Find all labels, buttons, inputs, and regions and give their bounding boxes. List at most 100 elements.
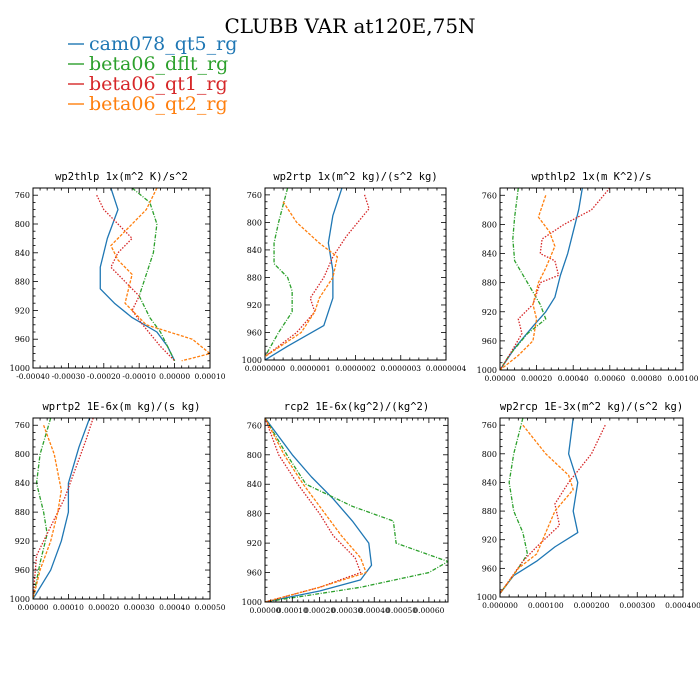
x-tick-label: 0.0000000	[245, 364, 286, 373]
legend-entry: beta06_qt2_rg	[68, 93, 228, 115]
series-line-beta06_dflt_rg	[131, 188, 176, 362]
figure-title: CLUBB VAR at120E,75N	[224, 14, 475, 38]
panel-title: wp2thlp 1x(m^2 K)/s^2	[55, 171, 188, 183]
series-line-beta06_dflt_rg	[500, 418, 529, 594]
x-tick-label: 0.00030	[331, 606, 362, 615]
y-tick-label: 920	[15, 306, 30, 315]
panel: rcp2 1E-6x(kg^2)/(kg^2) 0.000000.00010 0.0…	[242, 401, 449, 615]
y-tick-label: 800	[15, 450, 30, 459]
x-tick-label: 0.00040	[159, 603, 190, 612]
y-tick-label: 840	[482, 250, 497, 259]
x-tick-label: 0.00000	[249, 606, 280, 615]
series-line-cam078_qt5_rg	[33, 418, 91, 599]
legend-label: beta06_qt1_rg	[89, 73, 228, 95]
x-tick-label: 0.000000	[482, 601, 518, 610]
y-tick-label: 760	[247, 421, 262, 430]
y-tick-label: 960	[247, 569, 262, 578]
y-tick-label: 1000	[477, 366, 497, 375]
series-line-beta06_qt1_rg	[265, 194, 370, 358]
legend: cam078_qt5_rgbeta06_dflt_rgbeta06_qt1_rg…	[68, 33, 237, 115]
x-tick-label: 0.0000004	[426, 364, 467, 373]
series-line-beta06_dflt_rg	[265, 188, 293, 357]
series-line-beta06_qt2_rg	[33, 425, 62, 599]
panel: wprtp2 1E-6x(m kg)/(s kg) 0.00000 0.00010 0…	[10, 401, 226, 612]
panel-title: wp2rtp 1x(m^2 kg)/(s^2 kg)	[273, 171, 437, 183]
x-tick-label: 0.000200	[574, 601, 610, 610]
panel-title: wp2rcp 1E-3x(m^2 kg)/(s^2 kg)	[500, 401, 683, 413]
series-line-beta06_dflt_rg	[500, 188, 547, 370]
x-tick-label: -0.00040	[16, 372, 50, 381]
panel: wp2rtp 1x(m^2 kg)/(s^2 kg) 0.0000000 0.000…	[242, 171, 467, 373]
y-tick-label: 1000	[477, 593, 497, 602]
y-tick-label: 920	[247, 301, 262, 310]
x-tick-label: 0.00040	[359, 606, 390, 615]
series-line-beta06_qt2_rg	[265, 418, 367, 602]
series-group	[265, 188, 370, 360]
y-tick-label: 800	[482, 450, 497, 459]
series-line-beta06_qt1_rg	[500, 188, 611, 370]
panel: wpthlp2 1x(m K^2)/s 0.00000 0.00020 0.00040…	[477, 171, 699, 383]
x-tick-label: 0.0000001	[290, 364, 331, 373]
y-tick-label: 1000	[242, 356, 262, 365]
series-group	[500, 418, 606, 594]
x-tick-label: 0.000300	[619, 601, 655, 610]
legend-entry: beta06_qt1_rg	[68, 73, 228, 95]
panel-title: rcp2 1E-6x(kg^2)/(kg^2)	[284, 401, 429, 413]
y-tick-label: 880	[15, 508, 30, 517]
panel-frame	[499, 417, 684, 598]
y-tick-label: 960	[482, 564, 497, 573]
x-tick-label: -0.00010	[122, 372, 156, 381]
y-tick-label: 1000	[10, 595, 30, 604]
x-tick-label: 0.00020	[521, 374, 552, 383]
series-line-cam078_qt5_rg	[99, 188, 176, 362]
y-tick-label: 920	[247, 539, 262, 548]
x-tick-label: 0.0000002	[335, 364, 376, 373]
y-tick-label: 1000	[242, 598, 262, 607]
y-tick-label: 920	[482, 536, 497, 545]
y-tick-label: 960	[15, 566, 30, 575]
y-tick-label: 760	[247, 191, 262, 200]
y-tick-label: 960	[247, 328, 262, 337]
x-tick-label: 0.00010	[277, 606, 308, 615]
y-tick-label: 800	[247, 218, 262, 227]
legend-entry: beta06_dflt_rg	[68, 53, 228, 75]
panels: wp2thlp 1x(m^2 K)/s^2-0.00040 -0.00030 -0.…	[10, 171, 700, 615]
panel-frame	[32, 417, 211, 600]
panel-frame	[32, 187, 211, 369]
series-line-beta06_qt2_rg	[500, 424, 574, 594]
x-tick-label: 0.00050	[386, 606, 417, 615]
y-tick-label: 800	[15, 220, 30, 229]
series-group	[500, 188, 611, 370]
y-tick-label: 880	[15, 278, 30, 287]
series-line-beta06_qt2_rg	[500, 195, 556, 370]
series-line-beta06_qt1_rg	[500, 424, 606, 594]
panel-frame	[264, 417, 449, 603]
x-tick-label: 0.00050	[194, 603, 225, 612]
series-line-cam078_qt5_rg	[265, 188, 343, 360]
panel-title: wpthlp2 1x(m K^2)/s	[531, 171, 651, 183]
series-line-beta06_qt1_rg	[96, 194, 176, 362]
x-tick-label: 0.00060	[413, 606, 444, 615]
x-tick-label: 0.00030	[124, 603, 155, 612]
series-group	[96, 188, 210, 362]
x-tick-label: 0.00020	[88, 603, 119, 612]
x-tick-label: 0.00000	[17, 603, 48, 612]
series-line-cam078_qt5_rg	[265, 418, 373, 602]
x-tick-label: -0.00020	[87, 372, 121, 381]
series-group	[265, 418, 448, 602]
y-tick-label: 880	[247, 510, 262, 519]
x-tick-label: 0.00060	[594, 374, 625, 383]
series-line-beta06_dflt_rg	[33, 418, 52, 599]
series-line-beta06_qt1_rg	[33, 418, 94, 599]
x-tick-label: 0.00000	[159, 372, 190, 381]
x-tick-label: 0.00040	[558, 374, 589, 383]
panel-frame	[264, 187, 447, 361]
series-line-cam078_qt5_rg	[500, 418, 579, 594]
x-tick-label: 0.0000003	[380, 364, 421, 373]
y-tick-label: 880	[482, 507, 497, 516]
y-tick-label: 760	[15, 191, 30, 200]
series-line-beta06_dflt_rg	[265, 418, 448, 602]
legend-entry: cam078_qt5_rg	[68, 33, 237, 55]
y-tick-label: 1000	[10, 364, 30, 373]
